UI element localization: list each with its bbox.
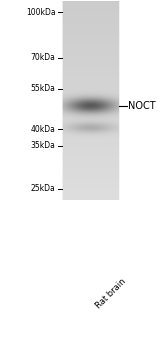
Text: 25kDa: 25kDa — [31, 184, 56, 193]
Text: NOCT: NOCT — [128, 101, 156, 111]
Text: 55kDa: 55kDa — [31, 84, 56, 93]
Text: Rat brain: Rat brain — [94, 277, 127, 310]
Text: 70kDa: 70kDa — [31, 53, 56, 62]
Text: 40kDa: 40kDa — [31, 125, 56, 133]
Text: 100kDa: 100kDa — [26, 8, 56, 17]
Bar — [63, 314, 118, 317]
Text: 35kDa: 35kDa — [31, 141, 56, 150]
